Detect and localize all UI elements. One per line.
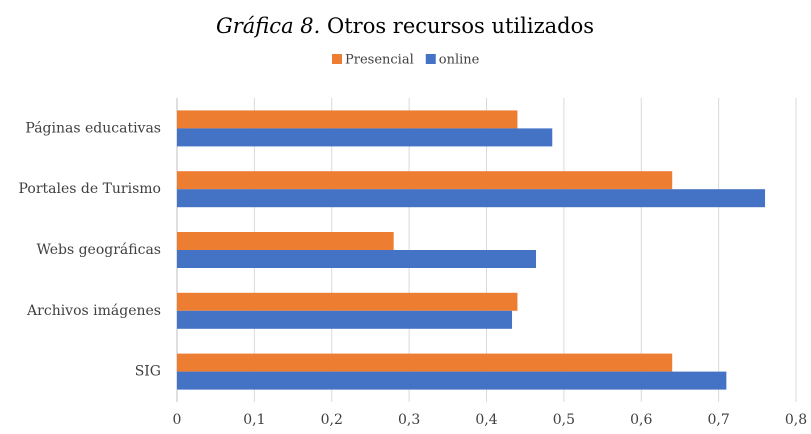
legend-label: online	[439, 53, 480, 68]
bar	[177, 353, 673, 372]
bar	[177, 110, 518, 129]
x-tick-label: 0,5	[553, 412, 575, 428]
bar	[177, 128, 553, 147]
legend-swatch	[332, 54, 342, 64]
bar	[177, 310, 513, 329]
y-tick-label: Archivos imágenes	[26, 303, 161, 319]
bar	[177, 171, 673, 190]
x-tick-label: 0,6	[630, 412, 652, 428]
x-tick-label: 0,4	[475, 412, 497, 428]
y-tick-label: SIG	[135, 364, 161, 380]
bar	[177, 250, 537, 268]
x-tick-label: 0,2	[321, 412, 343, 428]
x-tick-label: 0	[173, 412, 182, 428]
y-tick-label: Webs geográficas	[36, 242, 161, 258]
x-tick-label: 0,3	[398, 412, 420, 428]
title-number: Gráfica 8.	[216, 14, 320, 38]
bar	[177, 292, 518, 311]
x-tick-label: 0,8	[785, 412, 807, 428]
bar	[177, 189, 766, 208]
bar	[177, 371, 727, 390]
x-tick-label: 0,7	[707, 412, 729, 428]
bar	[177, 232, 394, 250]
legend-label: Presencial	[345, 53, 414, 68]
legend-swatch	[425, 54, 436, 64]
x-tick-label: 0,1	[243, 412, 265, 428]
chart-title: Gráfica 8. Otros recursos utilizados	[216, 14, 594, 38]
title-text: Otros recursos utilizados	[327, 14, 594, 38]
y-tick-label: Portales de Turismo	[19, 181, 161, 197]
y-tick-label: Páginas educativas	[25, 120, 161, 136]
